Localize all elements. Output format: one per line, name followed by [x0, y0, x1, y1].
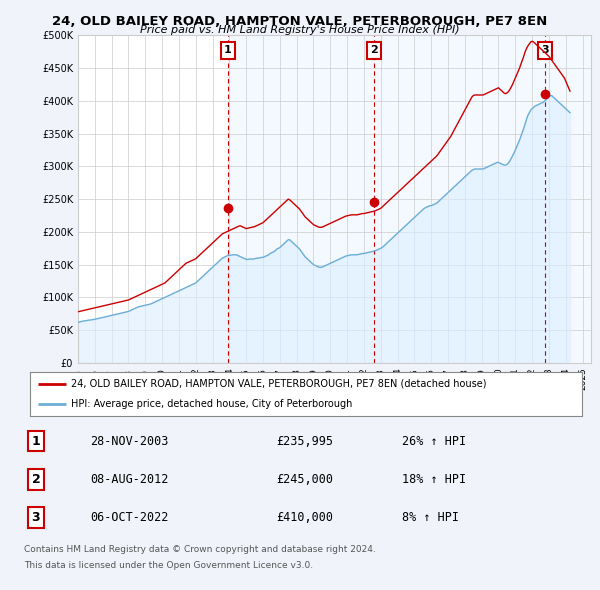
Text: 06-OCT-2022: 06-OCT-2022 [90, 511, 169, 525]
Text: 2: 2 [370, 45, 378, 55]
Text: 18% ↑ HPI: 18% ↑ HPI [402, 473, 466, 486]
Text: £245,000: £245,000 [276, 473, 333, 486]
Text: £235,995: £235,995 [276, 434, 333, 448]
Text: 24, OLD BAILEY ROAD, HAMPTON VALE, PETERBOROUGH, PE7 8EN: 24, OLD BAILEY ROAD, HAMPTON VALE, PETER… [52, 15, 548, 28]
Text: 08-AUG-2012: 08-AUG-2012 [90, 473, 169, 486]
Text: Price paid vs. HM Land Registry's House Price Index (HPI): Price paid vs. HM Land Registry's House … [140, 25, 460, 35]
Text: £410,000: £410,000 [276, 511, 333, 525]
Text: Contains HM Land Registry data © Crown copyright and database right 2024.: Contains HM Land Registry data © Crown c… [24, 545, 376, 553]
Text: 26% ↑ HPI: 26% ↑ HPI [402, 434, 466, 448]
Text: 2: 2 [32, 473, 40, 486]
Text: 8% ↑ HPI: 8% ↑ HPI [402, 511, 459, 525]
Text: 3: 3 [541, 45, 549, 55]
Text: 28-NOV-2003: 28-NOV-2003 [90, 434, 169, 448]
Text: HPI: Average price, detached house, City of Peterborough: HPI: Average price, detached house, City… [71, 399, 353, 409]
Bar [228, 35, 374, 363]
Text: 1: 1 [224, 45, 232, 55]
Text: 24, OLD BAILEY ROAD, HAMPTON VALE, PETERBOROUGH, PE7 8EN (detached house): 24, OLD BAILEY ROAD, HAMPTON VALE, PETER… [71, 379, 487, 389]
Text: 3: 3 [32, 511, 40, 525]
Text: 1: 1 [32, 434, 40, 448]
Text: This data is licensed under the Open Government Licence v3.0.: This data is licensed under the Open Gov… [24, 561, 313, 570]
Bar [545, 35, 591, 363]
Bar [374, 35, 545, 363]
